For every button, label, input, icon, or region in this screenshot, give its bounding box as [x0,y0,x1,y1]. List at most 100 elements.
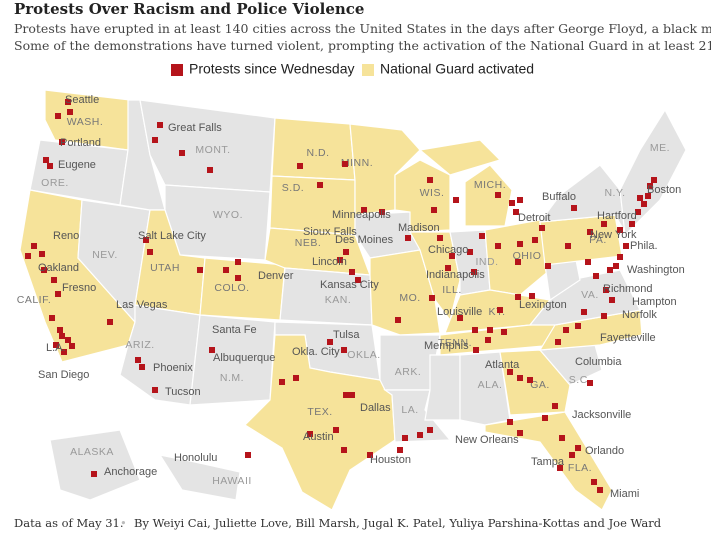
protest-marker [343,249,349,255]
protest-marker [397,447,403,453]
protest-marker [49,315,55,321]
state-label: MO. [399,292,420,304]
protest-marker [559,435,565,441]
note: Data as of May 31. [14,516,124,530]
state-label: ARK. [395,366,422,378]
protest-marker [575,445,581,451]
protest-marker [601,313,607,319]
protest-marker [647,183,653,189]
state [424,354,461,421]
protest-marker [91,471,97,477]
state-label: S.C. [569,374,591,386]
city-label: Buffalo [542,191,576,203]
protest-marker [517,197,523,203]
state-label: HAWAII [212,475,252,487]
protest-marker [139,364,145,370]
protest-marker [601,221,607,227]
protest-marker [43,157,49,163]
city-label: Atlanta [485,359,520,371]
protest-marker [69,343,75,349]
state-label: ARIZ. [125,339,154,351]
protest-marker [517,430,523,436]
protest-marker [207,167,213,173]
city-label: Anchorage [104,466,157,478]
protest-marker [179,150,185,156]
protest-marker [343,392,349,398]
state-label: ORE. [41,177,69,189]
state [49,429,141,501]
city-label: Denver [258,270,294,282]
protest-marker [107,319,113,325]
protest-marker [293,375,299,381]
protest-marker [47,163,53,169]
protest-marker [367,452,373,458]
state-label: ALASKA [70,446,114,458]
state-label: ALA. [478,379,503,391]
city-label: Detroit [518,212,550,224]
protest-marker [25,253,31,259]
city-label: L.A. [46,342,66,354]
protest-marker [235,275,241,281]
protest-marker [517,375,523,381]
protest-marker [379,209,385,215]
protest-marker [495,192,501,198]
protest-marker [279,379,285,385]
protest-marker [509,200,515,206]
city-label: New York [590,229,637,241]
protest-marker [361,207,367,213]
protest-marker [467,249,473,255]
city-label: Seattle [65,94,99,106]
state [418,139,502,176]
state-label: MONT. [195,144,230,156]
protest-marker [609,297,615,303]
states [19,89,687,511]
protest-marker [587,380,593,386]
state-label: TEX. [307,406,332,418]
protest-marker [555,339,561,345]
state-label: OKLA. [347,349,380,361]
city-label: Lincoln [312,256,347,268]
protest-marker [39,251,45,257]
city-label: Minneapolis [332,209,391,221]
protest-marker [235,259,241,265]
city-label: Austin [303,431,334,443]
protest-marker [342,161,348,167]
protest-marker [501,329,507,335]
protest-marker [61,349,67,355]
protest-marker [617,254,623,260]
protest-marker [341,447,347,453]
city-label: Oakland [38,262,79,274]
state-label: GA. [530,379,550,391]
state-label: WYO. [213,209,243,221]
city-label: Hampton [632,296,677,308]
protest-marker [552,403,558,409]
city-label: Tampa [531,456,565,468]
protest-marker [307,431,313,437]
protest-marker [152,387,158,393]
protest-marker [65,337,71,343]
protest-marker [341,347,347,353]
protest-marker [613,263,619,269]
protest-marker [297,163,303,169]
city-label: Des Moines [335,234,394,246]
protest-marker [517,241,523,247]
protest-marker [529,293,535,299]
protest-marker [337,257,343,263]
protest-marker [617,227,623,233]
subtitle: Protests have erupted in at least 140 ci… [14,21,711,36]
legend-label: Protests since Wednesday [189,61,355,77]
city-label: Portland [60,137,101,149]
city-label: Louisville [437,306,482,318]
protest-marker [471,269,477,275]
city-label: Honolulu [174,452,217,464]
protest-marker [515,294,521,300]
protest-marker [563,327,569,333]
city-label: Fayetteville [600,332,656,344]
protest-marker [445,265,451,271]
protest-marker [527,377,533,383]
protest-marker [147,249,153,255]
protest-marker [197,267,203,273]
protest-marker [317,182,323,188]
